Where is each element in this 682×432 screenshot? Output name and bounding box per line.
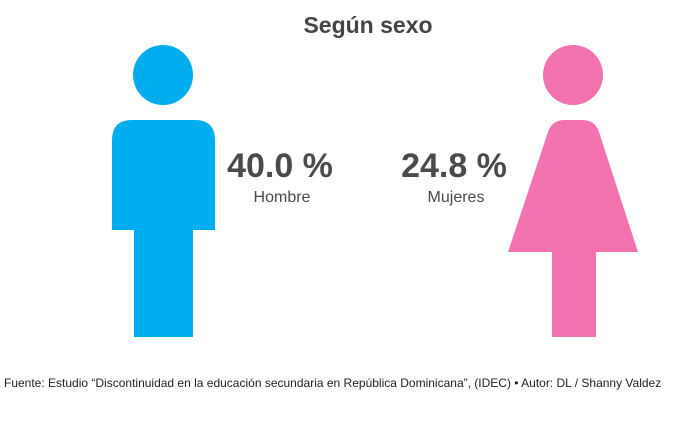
female-head: [543, 45, 603, 105]
percent-label: 40.0 %: [227, 147, 333, 185]
male-icon: [112, 45, 215, 337]
female-icon: [508, 45, 638, 337]
male-body: [112, 120, 215, 337]
percent-label: 24.8 %: [401, 147, 507, 185]
title: Según sexo: [303, 12, 432, 38]
source-note: Fuente: Estudio “Discontinuidad en la ed…: [4, 376, 661, 390]
female-body: [508, 120, 638, 337]
category-label: Hombre: [254, 189, 311, 206]
category-label: Mujeres: [428, 189, 485, 206]
male-head: [133, 45, 193, 105]
